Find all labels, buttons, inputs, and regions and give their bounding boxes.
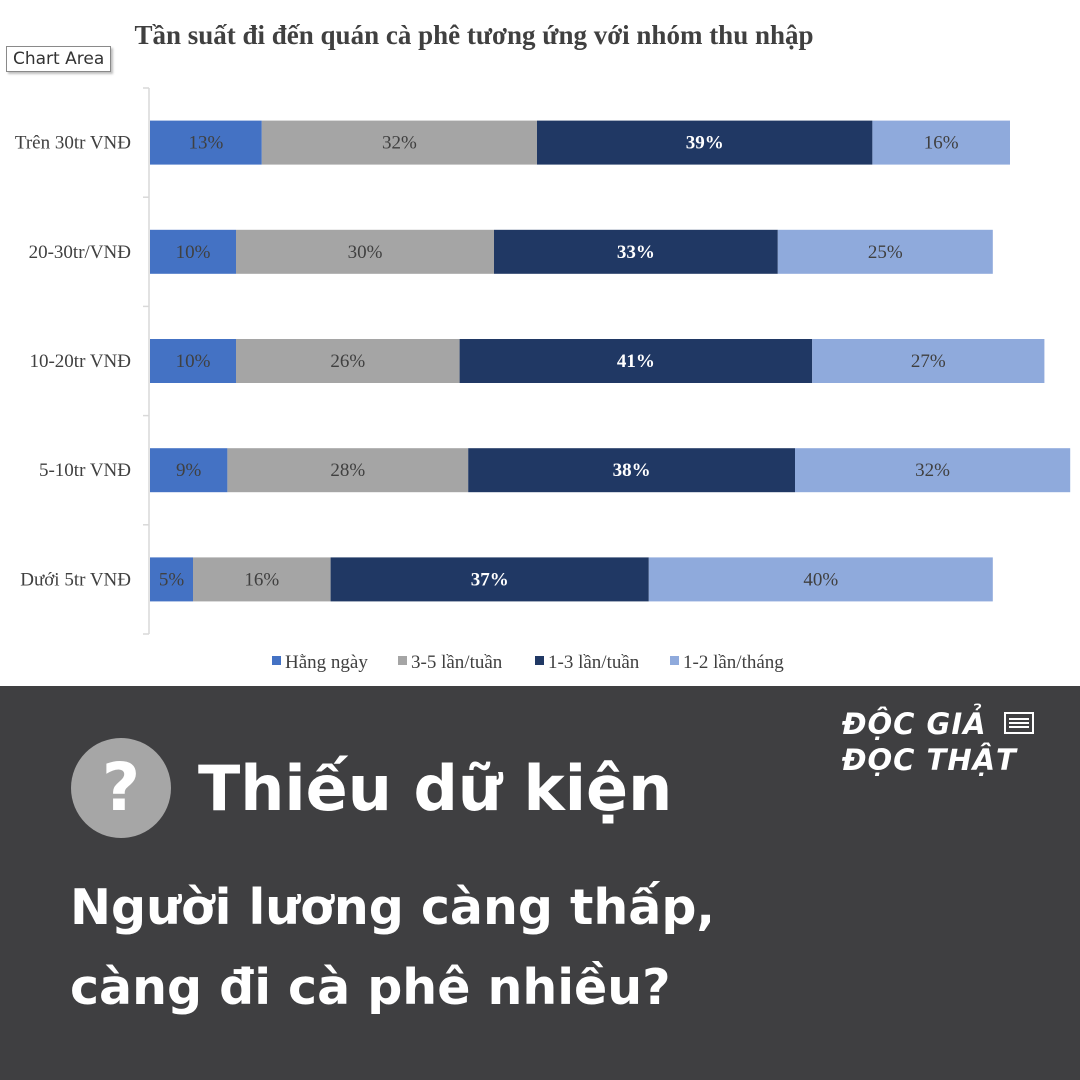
bar-segment [236, 229, 494, 274]
brand-line-2: ĐỌC THẬT [842, 743, 1017, 777]
bar-segment [872, 120, 1010, 165]
data-label: 32% [915, 460, 950, 481]
data-label: 33% [617, 242, 655, 263]
data-label: 41% [617, 351, 655, 372]
category-label: Trên 30tr VNĐ [15, 133, 131, 154]
data-label: 32% [382, 133, 417, 154]
data-label: 13% [188, 133, 223, 154]
bar-segment [150, 120, 262, 165]
data-label: 16% [924, 133, 959, 154]
category-label: Dưới 5tr VNĐ [20, 569, 131, 590]
legend-label: 3-5 lần/tuần [411, 652, 503, 673]
category-label: 10-20tr VNĐ [29, 351, 131, 372]
bar-segment [150, 448, 228, 493]
bar-segment [468, 448, 795, 493]
bar-segment [812, 339, 1045, 383]
verdict-panel [0, 686, 1080, 1080]
category-label: 20-30tr/VNĐ [29, 242, 131, 263]
data-label: 10% [176, 242, 211, 263]
brand-line-1: ĐỘC GIẢ [842, 707, 987, 741]
data-label: 38% [613, 460, 651, 481]
verdict-label: Thiếu dữ kiện [198, 752, 673, 825]
claim-text: Người lương càng thấp, càng đi cà phê nh… [70, 868, 1030, 1028]
bar-segment [459, 339, 813, 383]
claim-line-1: Người lương càng thấp, [70, 879, 716, 936]
data-label: 37% [471, 569, 509, 590]
data-label: 26% [330, 351, 365, 372]
legend-label: 1-2 lần/tháng [683, 652, 784, 673]
data-label: 39% [686, 133, 724, 154]
bar-segment [227, 448, 469, 493]
data-label: 25% [868, 242, 903, 263]
legend-swatch [272, 656, 281, 665]
data-label: 5% [159, 569, 185, 590]
bar-segment [648, 557, 993, 602]
bar-segment [777, 229, 993, 274]
stacked-bar-chart: Tần suất đi đến quán cà phê tương ứng vớ… [15, 20, 1071, 673]
category-label: 5-10tr VNĐ [39, 460, 131, 481]
data-label: 9% [176, 460, 202, 481]
data-label: 16% [244, 569, 279, 590]
bar-segment [494, 229, 778, 274]
bar-segment [236, 339, 460, 383]
question-mark-icon: ? [71, 738, 171, 838]
bar-segment [193, 557, 331, 602]
legend-swatch [398, 656, 407, 665]
legend-label: Hằng ngày [285, 652, 368, 673]
brand-logo: ĐỘC GIẢ ĐỌC THẬT [842, 706, 1042, 786]
data-label: 30% [348, 242, 383, 263]
claim-line-2: càng đi cà phê nhiều? [70, 959, 671, 1016]
bar-segment [150, 557, 193, 602]
data-label: 40% [803, 569, 838, 590]
chart-title: Tần suất đi đến quán cà phê tương ứng vớ… [134, 20, 813, 50]
legend-swatch [535, 656, 544, 665]
legend-label: 1-3 lần/tuần [548, 652, 640, 673]
data-label: 10% [176, 351, 211, 372]
data-label: 28% [330, 460, 365, 481]
bar-segment [261, 120, 537, 165]
bar-segment [150, 339, 236, 383]
bar-segment [330, 557, 649, 602]
bar-segment [537, 120, 873, 165]
data-label: 27% [911, 351, 946, 372]
newspaper-icon [1004, 712, 1034, 734]
bar-segment [795, 448, 1071, 493]
chart-area[interactable]: Tần suất đi đến quán cà phê tương ứng vớ… [0, 0, 1080, 686]
bar-segment [150, 229, 236, 274]
chart-area-tooltip: Chart Area [6, 46, 112, 72]
legend-swatch [670, 656, 679, 665]
